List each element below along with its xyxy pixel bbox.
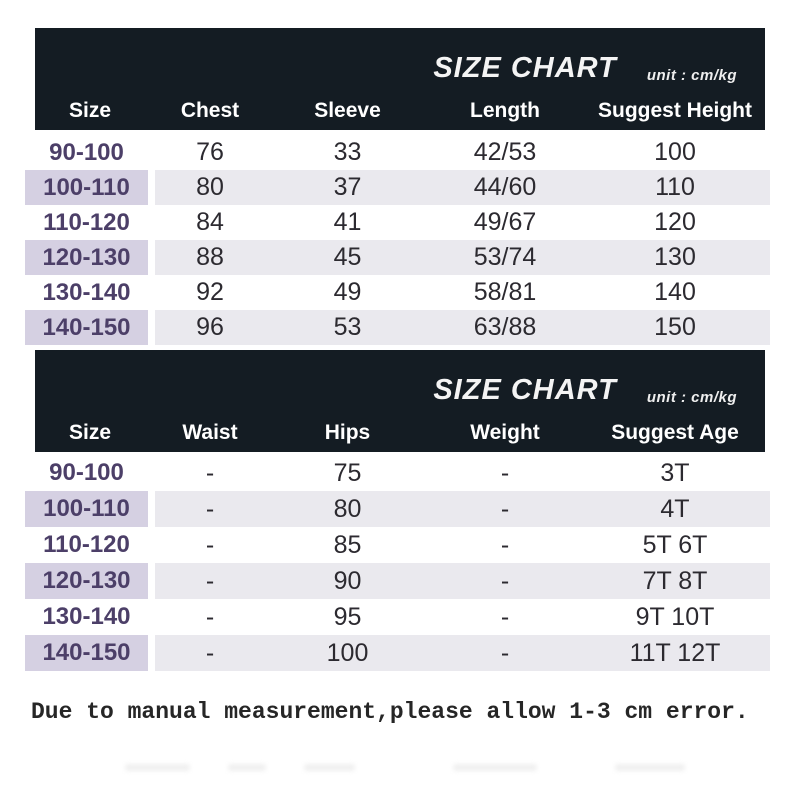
weight-cell: - [500, 602, 510, 631]
chart-title: SIZE CHART [433, 374, 617, 406]
sleeve-cell: 49 [333, 278, 362, 306]
size-cell: 90-100 [49, 138, 124, 166]
size-cell: 120-130 [25, 563, 155, 599]
weight-cell: - [430, 563, 580, 599]
age-cell: 4T [580, 491, 770, 527]
waist-cell: - [205, 602, 215, 631]
age-cell: 5T 6T [642, 530, 708, 559]
hips-cell: 100 [265, 635, 430, 671]
waist-cell: - [205, 458, 215, 487]
size-cell: 100-110 [25, 491, 155, 527]
hips-cell: 95 [333, 602, 362, 631]
hips-cell: 90 [265, 563, 430, 599]
column-header-chest: Chest [180, 99, 240, 122]
column-header-size: Size [68, 99, 112, 122]
table-row: 110-120 - 85 - 5T 6T [25, 527, 770, 563]
height-cell: 140 [654, 278, 696, 306]
chart-title-row: SIZE CHART unit : cm/kg [35, 374, 765, 407]
length-cell: 49/67 [473, 208, 537, 236]
column-header-length: Length [470, 99, 540, 122]
length-cell: 44/60 [430, 170, 580, 205]
column-header-hips: Hips [324, 421, 371, 444]
weight-cell: - [500, 530, 510, 559]
size-table-1: 90-100 76 33 42/53 100 100-110 80 37 44/… [25, 135, 770, 345]
size-cell: 90-100 [49, 459, 124, 486]
weight-cell: - [430, 491, 580, 527]
length-cell: 42/53 [473, 138, 537, 166]
chart-unit-label: unit : cm/kg [646, 67, 737, 84]
size-cell: 110-120 [43, 531, 130, 558]
age-cell: 11T 12T [580, 635, 770, 671]
size-cell: 120-130 [25, 240, 155, 275]
age-cell: 9T 10T [635, 602, 715, 631]
chest-cell: 96 [155, 310, 265, 345]
height-cell: 100 [654, 138, 696, 166]
table-row: 140-150 - 100 - 11T 12T [25, 635, 770, 671]
hips-cell: 85 [333, 530, 362, 559]
measurement-note: Due to manual measurement,please allow 1… [31, 699, 749, 725]
table-row: 130-140 92 49 58/81 140 [25, 275, 770, 310]
length-cell: 53/74 [430, 240, 580, 275]
chest-cell: 84 [196, 208, 224, 236]
height-cell: 150 [580, 310, 770, 345]
height-cell: 120 [654, 208, 696, 236]
waist-cell: - [155, 563, 265, 599]
column-header-row: Size Waist Hips Weight Suggest Age [25, 421, 770, 445]
sleeve-cell: 45 [265, 240, 430, 275]
table-row: 120-130 - 90 - 7T 8T [25, 563, 770, 599]
size-cell: 140-150 [25, 310, 155, 345]
table-row: 130-140 - 95 - 9T 10T [25, 599, 770, 635]
size-chart-header-2: SIZE CHART unit : cm/kg Size Waist Hips … [35, 350, 765, 452]
chest-cell: 92 [196, 278, 224, 306]
size-cell: 110-120 [43, 208, 130, 236]
table-row: 110-120 84 41 49/67 120 [25, 205, 770, 240]
size-chart-header-1: SIZE CHART unit : cm/kg Size Chest Sleev… [35, 28, 765, 130]
size-cell: 130-140 [42, 278, 131, 306]
column-header-size: Size [68, 421, 112, 444]
waist-cell: - [155, 491, 265, 527]
table-row: 100-110 - 80 - 4T [25, 491, 770, 527]
cropped-text-artifact [125, 764, 685, 776]
age-cell: 7T 8T [580, 563, 770, 599]
chart-unit-label: unit : cm/kg [646, 389, 737, 406]
age-cell: 3T [660, 458, 690, 487]
table-row: 140-150 96 53 63/88 150 [25, 310, 770, 345]
size-cell: 130-140 [42, 603, 131, 630]
sleeve-cell: 53 [265, 310, 430, 345]
size-cell: 100-110 [25, 170, 155, 205]
sleeve-cell: 37 [265, 170, 430, 205]
weight-cell: - [500, 458, 510, 487]
length-cell: 63/88 [430, 310, 580, 345]
size-cell: 140-150 [25, 635, 155, 671]
table-row: 120-130 88 45 53/74 130 [25, 240, 770, 275]
height-cell: 110 [580, 170, 770, 205]
length-cell: 58/81 [473, 278, 537, 306]
waist-cell: - [155, 635, 265, 671]
column-header-row: Size Chest Sleeve Length Suggest Height [25, 99, 770, 123]
chest-cell: 76 [196, 138, 224, 166]
chart-title-row: SIZE CHART unit : cm/kg [35, 52, 765, 85]
hips-cell: 80 [265, 491, 430, 527]
hips-cell: 75 [333, 458, 362, 487]
column-header-suggest-height: Suggest Height [597, 99, 752, 122]
weight-cell: - [430, 635, 580, 671]
chest-cell: 80 [155, 170, 265, 205]
table-row: 100-110 80 37 44/60 110 [25, 170, 770, 205]
size-table-2: 90-100 - 75 - 3T 100-110 - 80 - 4T 110-1… [25, 455, 770, 671]
waist-cell: - [205, 530, 215, 559]
column-header-suggest-age: Suggest Age [611, 421, 739, 444]
chart-title: SIZE CHART [433, 52, 617, 84]
table-row: 90-100 - 75 - 3T [25, 455, 770, 491]
column-header-weight: Weight [470, 421, 540, 444]
height-cell: 130 [580, 240, 770, 275]
chest-cell: 88 [155, 240, 265, 275]
table-row: 90-100 76 33 42/53 100 [25, 135, 770, 170]
sleeve-cell: 33 [333, 138, 362, 166]
column-header-waist: Waist [182, 421, 238, 444]
column-header-sleeve: Sleeve [314, 99, 381, 122]
sleeve-cell: 41 [333, 208, 362, 236]
